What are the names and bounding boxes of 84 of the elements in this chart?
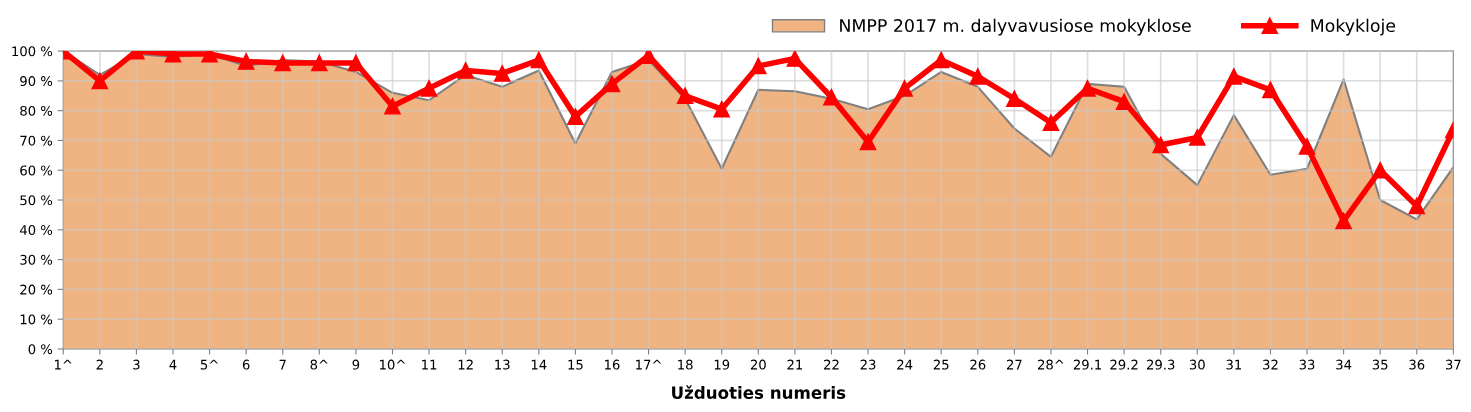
- x-tick-label: 14: [531, 359, 547, 370]
- x-tick-label: 35: [1372, 359, 1388, 370]
- x-tick-label: 31: [1226, 359, 1242, 370]
- x-tick-label: 36: [1409, 359, 1425, 370]
- x-tick-label: 29.3: [1146, 359, 1175, 370]
- x-tick-label: 29.2: [1110, 359, 1138, 370]
- legend-label: NMPP 2017 m. dalyvavusiose mokyklose: [840, 18, 1191, 36]
- point: [1006, 90, 1023, 108]
- x-tick-label: 26: [970, 359, 986, 370]
- y-tick-label: 90 %: [20, 76, 53, 87]
- x-tick-label: 6: [242, 359, 250, 370]
- point: [786, 51, 804, 67]
- point: [1298, 138, 1316, 155]
- point: [713, 100, 731, 118]
- x-tick-label: 9: [352, 359, 360, 370]
- point: [457, 62, 474, 79]
- x-tick-label: 24: [897, 359, 913, 370]
- x-tick-label: 1^: [54, 359, 72, 370]
- point: [1115, 93, 1133, 111]
- x-tick-label: 11: [422, 359, 437, 370]
- y-tick-label: 80 %: [20, 105, 53, 116]
- point: [676, 87, 694, 105]
- y-tick-label: 70 %: [20, 135, 53, 146]
- x-tick-label: 10^: [380, 359, 406, 370]
- x-tick-label: 23: [860, 359, 876, 370]
- x-tick-label: 3: [133, 359, 140, 370]
- x-tick-label: 28^: [1038, 359, 1064, 370]
- point: [932, 51, 950, 69]
- point: [823, 88, 840, 106]
- y-tick-label: 50 %: [20, 195, 53, 206]
- x-tick-label: 33: [1299, 359, 1315, 370]
- x-tick-label: 21: [787, 359, 803, 370]
- point: [1262, 81, 1279, 99]
- x-axis-title: Užduoties numeris: [672, 385, 846, 399]
- x-tick-label: 16: [605, 359, 620, 370]
- point: [896, 79, 913, 97]
- y-tick-label: 20 %: [20, 284, 53, 295]
- x-tick-label: 2: [96, 359, 103, 370]
- point: [1079, 79, 1096, 97]
- x-tick-label: 22: [824, 359, 839, 370]
- point: [91, 72, 109, 90]
- point: [384, 97, 401, 115]
- point: [274, 54, 292, 72]
- x-tick-label: 29.1: [1073, 359, 1101, 370]
- y-tick-label: 0 %: [28, 344, 53, 355]
- point: [237, 53, 255, 70]
- y-tick-label: 60 %: [20, 165, 53, 176]
- x-tick-label: 13: [495, 359, 510, 370]
- point: [530, 51, 548, 69]
- point: [1152, 136, 1170, 154]
- point: [567, 108, 584, 125]
- x-tick-label: 17^: [636, 359, 662, 370]
- legend-label: Mokykloje: [1311, 18, 1396, 36]
- y-tick-label: 30 %: [20, 254, 53, 265]
- y-tick-label: 100 %: [12, 46, 53, 57]
- x-tick-label: 7: [279, 359, 286, 370]
- point: [310, 54, 328, 72]
- x-tick-label: 27: [1006, 359, 1022, 370]
- x-tick-label: 25: [933, 359, 949, 370]
- point: [859, 133, 877, 151]
- point: [969, 68, 987, 85]
- point: [749, 57, 767, 75]
- point: [1188, 129, 1206, 146]
- x-tick-label: 34: [1336, 359, 1352, 370]
- y-tick-label: 10 %: [20, 314, 53, 325]
- point: [420, 79, 438, 97]
- x-tick-label: 20: [750, 359, 766, 370]
- x-tick-label: 18: [678, 359, 693, 370]
- x-tick-label: 30: [1189, 359, 1205, 370]
- point: [1408, 197, 1426, 215]
- point: [347, 54, 365, 72]
- point: [1335, 212, 1352, 230]
- x-tick-label: 37: [1445, 359, 1461, 370]
- x-tick-label: 5^: [200, 359, 218, 370]
- point: [1042, 114, 1060, 131]
- x-tick-label: 15: [568, 359, 583, 370]
- x-tick-label: 19: [714, 359, 730, 370]
- x-tick-label: 4: [169, 359, 177, 370]
- point: [1225, 68, 1243, 85]
- x-tick-label: 8^: [310, 359, 328, 370]
- y-tick-label: 40 %: [19, 225, 53, 236]
- x-tick-label: 12: [458, 359, 473, 370]
- point: [493, 65, 511, 82]
- x-tick-label: 32: [1263, 359, 1278, 370]
